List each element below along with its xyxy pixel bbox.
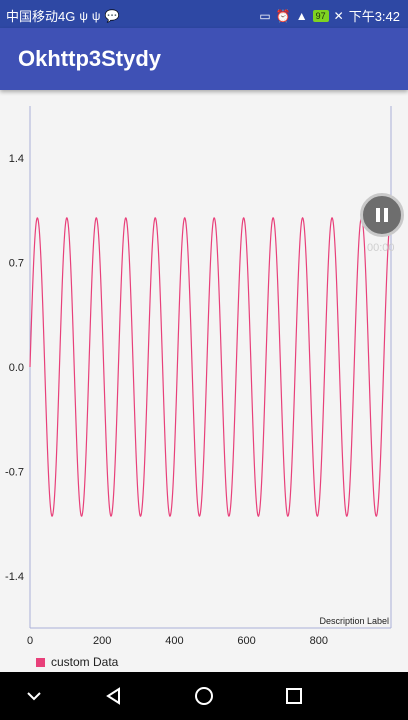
alarm-icon: ⏰ [275, 8, 291, 23]
line-chart[interactable]: 1.4 0.7 0.0 -0.7 -1.4 0 200 400 600 800 Descriptio… [0, 90, 408, 672]
status-right: ▭ ⏰ ▲ 97 ✕ 下午3:42 [259, 6, 400, 25]
usb-icon: ψ [79, 8, 88, 23]
chart-svg: 1.4 0.7 0.0 -0.7 -1.4 0 200 400 600 800 Descriptio… [5, 106, 392, 647]
cast-icon: ▭ [259, 8, 271, 23]
no-sim-icon: ✕ [333, 8, 344, 23]
x-tick-label: 200 [93, 635, 111, 647]
x-tick-label: 0 [27, 635, 33, 647]
chart-legend: custom Data [36, 655, 118, 669]
x-tick-label: 600 [237, 635, 255, 647]
pause-button[interactable] [360, 193, 404, 237]
status-bar: 中国移动4G ψ ψ 💬 ▭ ⏰ ▲ 97 ✕ 下午3:42 [0, 0, 408, 28]
series-line [29, 217, 392, 517]
x-tick-label: 800 [310, 635, 328, 647]
back-icon[interactable] [102, 684, 126, 708]
clock: 下午3:42 [348, 9, 400, 24]
x-tick-label: 400 [165, 635, 183, 647]
app-bar: Okhttp3Stydy [0, 28, 408, 90]
back-chevron-icon[interactable] [22, 684, 46, 708]
recents-icon[interactable] [282, 684, 306, 708]
y-tick-label: 0.0 [9, 362, 24, 374]
home-icon[interactable] [192, 684, 216, 708]
recording-timer: 00:00 [367, 242, 395, 254]
legend-swatch [36, 657, 45, 667]
battery-icon: 97 [312, 9, 329, 22]
pause-icon [376, 208, 388, 222]
signal-icon: ▲ [295, 8, 308, 23]
description-label: Description Label [319, 616, 389, 626]
carrier-label: 中国移动4G [6, 9, 76, 24]
y-tick-label: 1.4 [9, 153, 24, 165]
y-tick-label: -0.7 [5, 466, 24, 478]
chat-icon: 💬 [104, 8, 120, 23]
app-title: Okhttp3Stydy [18, 46, 162, 71]
y-tick-label: -1.4 [5, 571, 24, 583]
status-left: 中国移动4G ψ ψ 💬 [6, 6, 119, 25]
usb-icon: ψ [91, 8, 101, 23]
legend-label: custom Data [51, 655, 119, 669]
y-tick-label: 0.7 [9, 258, 24, 270]
nav-bar [0, 672, 408, 720]
